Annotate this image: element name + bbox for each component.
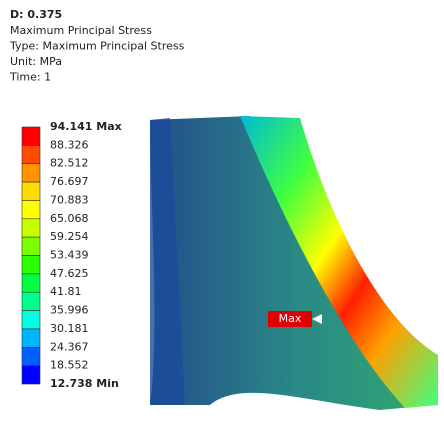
info-line: Time: 1 [9,71,51,84]
info-line: Maximum Principal Stress [10,24,152,37]
legend-label: 24.367 [50,340,89,353]
legend-label: 59.254 [50,230,89,243]
legend-label: 70.883 [50,193,89,206]
legend-label: 47.625 [50,267,89,280]
legend-label: 65.068 [50,212,89,225]
legend: 94.141 Max 88.326 82.512 76.697 70.883 65.068… [22,120,122,390]
info-line: Unit: MPa [10,55,62,68]
legend-swatch [22,311,40,329]
info-line: Type: Maximum Principal Stress [9,40,185,53]
legend-label: 53.439 [50,249,89,262]
legend-label: 76.697 [50,175,89,188]
result-title: D: 0.375 [10,8,62,21]
legend-swatch [22,329,40,347]
legend-swatch [22,274,40,292]
legend-swatch [22,219,40,237]
legend-swatch [22,366,40,384]
legend-swatch [22,256,40,274]
result-info: Maximum Principal Stress Type: Maximum Pr… [9,24,185,84]
legend-swatch [22,127,40,145]
legend-swatch [22,347,40,365]
legend-label: 94.141 Max [50,120,122,133]
legend-label: 82.512 [50,157,89,170]
legend-swatch [22,237,40,255]
screenshot: D: 0.375 Maximum Principal Stress Type: M… [0,0,444,421]
legend-label: 18.552 [50,359,89,372]
legend-label: 41.81 [50,285,82,298]
model: Max [150,116,438,410]
legend-label: 30.181 [50,322,89,335]
legend-label: 35.996 [50,304,89,317]
legend-swatch [22,200,40,218]
legend-label: 88.326 [50,138,89,151]
max-label: Max [279,312,302,325]
legend-swatch [22,292,40,310]
legend-swatch [22,164,40,182]
legend-swatch [22,182,40,200]
legend-label: 12.738 Min [50,377,119,390]
legend-swatch [22,145,40,163]
